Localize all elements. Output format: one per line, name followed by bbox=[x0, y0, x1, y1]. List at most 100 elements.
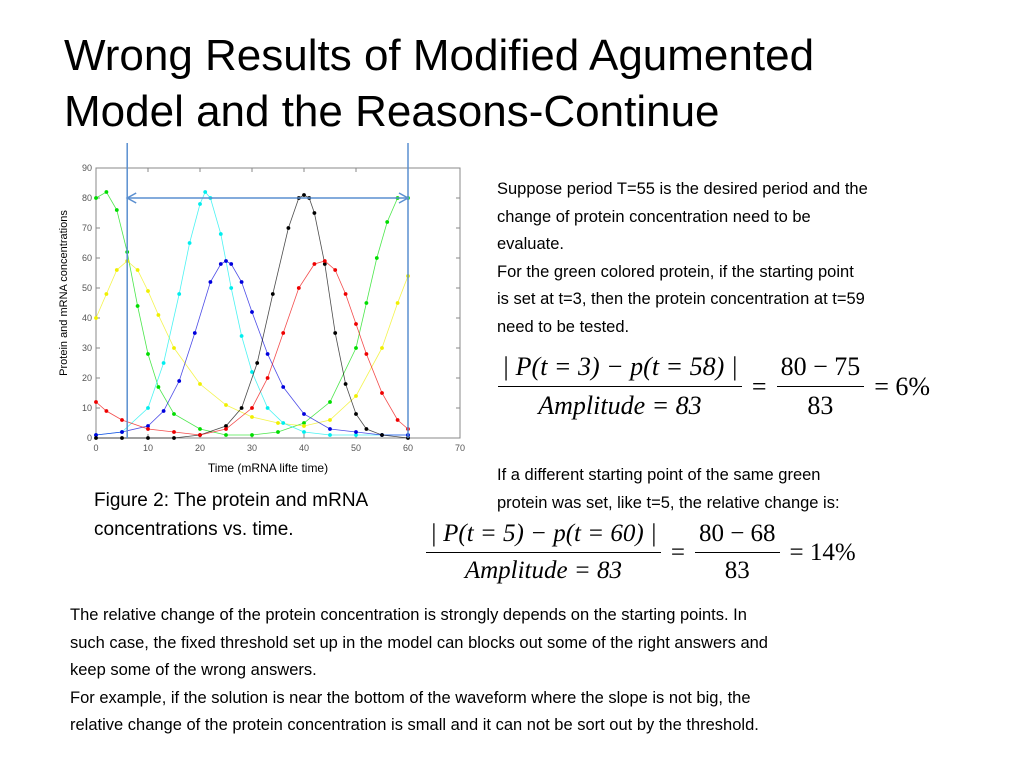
series-point bbox=[312, 262, 317, 266]
series-point bbox=[250, 406, 254, 410]
series-point bbox=[114, 268, 119, 272]
series-point bbox=[104, 292, 109, 296]
right-paragraph-line: need to be tested. bbox=[497, 317, 630, 336]
series-point bbox=[218, 232, 223, 236]
bottom-paragraph-line: such case, the fixed threshold set up in… bbox=[70, 633, 768, 652]
slide-title-line-2: Model and the Reasons-Continue bbox=[64, 87, 720, 136]
series-point bbox=[296, 286, 301, 290]
right-paragraph-line: For the green colored protein, if the st… bbox=[497, 262, 854, 281]
equation-2: | P(t = 5) − p(t = 60) | Amplitude = 83 … bbox=[426, 520, 856, 585]
series-point bbox=[281, 331, 286, 335]
equation-2-result: = 14% bbox=[789, 538, 856, 566]
series-point bbox=[354, 433, 358, 437]
series-point bbox=[94, 400, 98, 404]
plot-area bbox=[95, 167, 461, 439]
series-point bbox=[302, 193, 306, 197]
equation-2-value-denominator: 83 bbox=[724, 557, 750, 584]
equation-2-numerator: | P(t = 5) − p(t = 60) | bbox=[426, 520, 661, 553]
right-paragraph-line: is set at t=3, then the protein concentr… bbox=[497, 290, 865, 308]
equation-2-value-numerator: 80 − 68 bbox=[694, 520, 780, 553]
series-point bbox=[328, 427, 332, 431]
y-tick-label: 50 bbox=[82, 283, 92, 293]
series-point bbox=[198, 382, 202, 386]
series-point bbox=[276, 430, 280, 434]
series-point bbox=[380, 433, 384, 437]
series-point bbox=[146, 289, 150, 293]
series-point bbox=[354, 412, 358, 416]
series-point bbox=[94, 436, 98, 440]
series-point bbox=[380, 346, 384, 350]
period-arrow-head-right bbox=[398, 192, 410, 204]
series-point bbox=[385, 220, 390, 224]
right-paragraph-line: change of protein concentration need to … bbox=[497, 207, 811, 226]
series-point bbox=[120, 430, 124, 434]
series-point bbox=[120, 418, 124, 422]
series-point bbox=[94, 316, 98, 320]
slide-title-line-1: Wrong Results of Modified Agumented bbox=[64, 31, 815, 80]
series-point bbox=[239, 334, 244, 338]
y-tick-label: 20 bbox=[82, 373, 92, 383]
series-point bbox=[94, 196, 98, 200]
series-point bbox=[364, 427, 369, 431]
series-point bbox=[322, 259, 327, 263]
series-point bbox=[354, 346, 358, 350]
series-point bbox=[229, 262, 234, 266]
series-point bbox=[312, 211, 317, 215]
series-point bbox=[224, 427, 228, 431]
equation-2-value-fraction: 80 − 68 83 bbox=[694, 520, 780, 585]
series-point bbox=[203, 190, 208, 194]
series-point bbox=[177, 292, 182, 296]
equation-1-result: = 6% bbox=[874, 371, 931, 401]
bottom-paragraph-line: For example, if the solution is near the… bbox=[70, 688, 751, 707]
y-tick-label: 30 bbox=[82, 343, 92, 353]
figure-caption: Figure 2: The protein and mRNA concentra… bbox=[94, 486, 454, 544]
series-point bbox=[322, 262, 327, 266]
equation-1-value-denominator: 83 bbox=[807, 391, 834, 420]
series-point bbox=[172, 412, 176, 416]
series-point bbox=[250, 433, 254, 437]
series-point bbox=[302, 412, 306, 416]
middle-paragraph-line: protein was set, like t=5, the relative … bbox=[497, 493, 840, 512]
series-point bbox=[328, 433, 332, 437]
series-point bbox=[354, 394, 358, 398]
series-point bbox=[395, 301, 400, 305]
series-point bbox=[265, 376, 270, 380]
series-point bbox=[172, 430, 176, 434]
series-point bbox=[146, 436, 150, 440]
series-point bbox=[250, 415, 254, 419]
y-tick-label: 90 bbox=[82, 163, 92, 173]
series-point bbox=[354, 322, 358, 326]
series-point bbox=[255, 361, 260, 365]
series-point bbox=[146, 427, 150, 431]
series-point bbox=[333, 268, 338, 272]
equation-1-value-fraction: 80 − 75 83 bbox=[776, 352, 865, 421]
series-point bbox=[177, 379, 182, 383]
figure-caption-line-2: concentrations vs. time. bbox=[94, 519, 294, 540]
series-point bbox=[208, 280, 213, 284]
series-point bbox=[302, 421, 306, 425]
y-tick-label: 60 bbox=[82, 253, 92, 263]
y-tick-label: 0 bbox=[87, 433, 92, 443]
x-tick-label: 0 bbox=[93, 443, 98, 453]
x-tick-label: 10 bbox=[143, 443, 153, 453]
series-point bbox=[104, 190, 109, 194]
right-paragraph-line: evaluate. bbox=[497, 235, 564, 253]
series-point bbox=[364, 301, 369, 305]
series-point bbox=[374, 256, 379, 260]
concentration-chart: 0 10 20 30 40 50 60 70 0 10 20 30 40 50 60 70 80 90 Time (… bbox=[58, 143, 465, 475]
series-point bbox=[224, 433, 228, 437]
series-point bbox=[198, 202, 202, 206]
series-point bbox=[187, 241, 192, 245]
y-axis-label: Protein and mRNA concentrations bbox=[58, 210, 70, 376]
series-point bbox=[172, 346, 176, 350]
equation-1-numerator: | P(t = 3) − p(t = 58) | bbox=[498, 352, 742, 387]
period-arrow-head-left bbox=[125, 192, 137, 204]
series-point bbox=[146, 406, 150, 410]
series-point bbox=[161, 361, 166, 365]
equation-1-value-numerator: 80 − 75 bbox=[776, 352, 865, 387]
slide-title: Wrong Results of Modified Agumented Mode… bbox=[64, 28, 1004, 140]
series-point bbox=[172, 436, 176, 440]
equation-1: | P(t = 3) − p(t = 58) | Amplitude = 83 … bbox=[498, 352, 930, 421]
series-point bbox=[328, 400, 332, 404]
series-point bbox=[224, 424, 228, 428]
